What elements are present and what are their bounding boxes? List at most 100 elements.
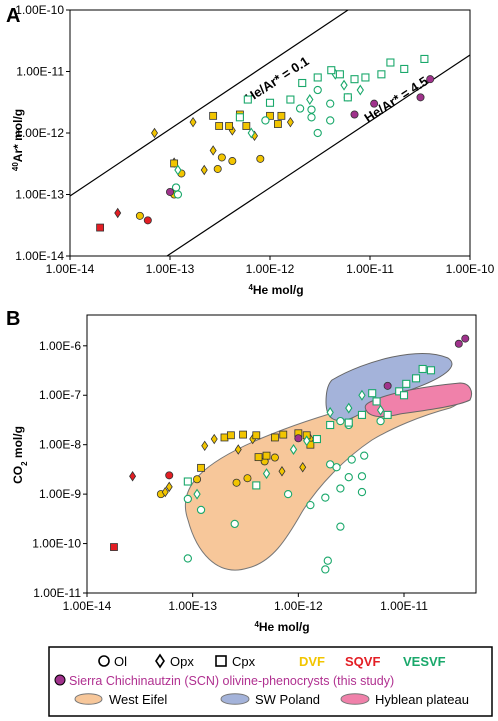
sqvf-opx-point	[129, 471, 137, 482]
legend-hyblean-swatch	[340, 693, 370, 705]
sqvf-opx-point	[114, 207, 122, 219]
dvf-cpx-point	[226, 431, 235, 440]
panel-b-ylabel: CO2 mol/g	[11, 426, 29, 484]
y-tick-label: 1.00E-10	[32, 537, 81, 551]
dvf-cpx-point	[242, 122, 251, 130]
y-tick-label: 1.00E-13	[15, 188, 64, 202]
y-tick-label: 1.00E-12	[15, 126, 64, 140]
panel-a-points	[96, 54, 435, 232]
legend-scn-symbol	[54, 674, 66, 686]
vesvf-cpx-point	[335, 70, 344, 79]
vesvf-cpx-point	[386, 58, 395, 67]
vesvf-cpx-point	[313, 73, 322, 82]
field-west-eifel	[184, 386, 465, 571]
vesvf-ol-point	[295, 104, 305, 113]
sqvf-cpx-point	[110, 543, 118, 551]
vesvf-cpx-point	[350, 75, 359, 84]
sierra-chichinautzin-scn-olivine-phenocrysts-this-study-ol-point	[350, 110, 359, 119]
vesvf-cpx-point	[412, 374, 421, 383]
panel-a-x-axis-ticks: 1.00E-14 1.00E-13 1.00E-12 1.00E-11 1.00E-10	[46, 256, 495, 276]
vesvf-opx-point	[174, 164, 182, 176]
vesvf-cpx-point	[357, 410, 367, 419]
dvf-opx-point	[200, 164, 208, 176]
sierra-chichinautzin-scn-olivine-phenocrysts-this-study-ol-point	[461, 334, 470, 343]
dvf-opx-point	[165, 481, 173, 493]
x-tick-label: 1.00E-10	[446, 262, 495, 276]
dvf-cpx-point	[266, 111, 274, 120]
dvf-cpx-point	[279, 430, 288, 439]
legend-dvf: DVF	[299, 654, 325, 669]
vesvf-cpx-point	[326, 420, 335, 430]
dvf-cpx-point	[170, 159, 179, 168]
dvf-opx-point	[286, 116, 294, 128]
vesvf-ol-point	[283, 489, 293, 499]
y-tick-label: 1.00E-7	[39, 388, 81, 402]
dvf-opx-point	[151, 127, 158, 139]
vesvf-cpx-point	[372, 397, 381, 406]
dvf-ol-point	[213, 164, 222, 173]
panel-b-xlabel: 4He mol/g	[254, 620, 309, 635]
vesvf-ol-point	[336, 416, 345, 426]
vesvf-ol-point	[326, 116, 335, 125]
panel-b-plot: 1.00E-11 1.00E-10 1.00E-9 1.00E-8 1.00E-7 1.0…	[32, 314, 477, 613]
dvf-ol-point	[193, 475, 202, 484]
legend-vesvf: VESVF	[403, 654, 446, 669]
vesvf-ol-point	[326, 99, 335, 108]
vesvf-ol-point	[307, 105, 316, 114]
panel-b-letter: B	[6, 308, 20, 330]
vesvf-cpx-point	[298, 78, 307, 88]
y-tick-label: 1.00E-8	[39, 438, 81, 452]
panel-a-letter: A	[6, 5, 20, 27]
sierra-chichinautzin-scn-olivine-phenocrysts-this-study-ol-point	[370, 99, 379, 108]
y-tick-label: 1.00E-10	[15, 3, 64, 17]
dvf-cpx-point	[220, 433, 229, 442]
x-tick-label: 1.00E-12	[274, 599, 323, 613]
dvf-ol-point	[243, 474, 252, 483]
vesvf-ol-point	[376, 416, 385, 426]
dvf-cpx-point	[270, 433, 279, 442]
sierra-chichinautzin-scn-olivine-phenocrysts-this-study-ol-point	[383, 381, 392, 390]
vesvf-ol-point	[183, 494, 192, 504]
dvf-ol-point	[217, 153, 226, 162]
vesvf-cpx-point	[402, 379, 411, 388]
panel-a-frame	[69, 9, 471, 257]
vesvf-opx-point	[193, 488, 201, 500]
vesvf-cpx-point	[343, 93, 352, 102]
ref-line-4-5	[166, 54, 471, 257]
vesvf-opx-point	[262, 468, 271, 480]
sqvf-cpx-point	[96, 223, 105, 232]
vesvf-cpx-point	[383, 410, 392, 419]
legend-sw-poland-label: SW Poland	[255, 692, 320, 707]
vesvf-cpx-point	[368, 389, 377, 398]
x-tick-label: 1.00E-11	[380, 599, 428, 613]
vesvf-ol-point	[307, 113, 316, 122]
vesvf-cpx-point	[252, 481, 261, 490]
dvf-cpx-point	[225, 122, 234, 130]
legend-ol-symbol	[98, 655, 110, 667]
vesvf-cpx-point	[400, 64, 409, 74]
dvf-cpx-point	[252, 431, 261, 440]
vesvf-opx-point	[306, 94, 314, 106]
sierra-chichinautzin-scn-olivine-phenocrysts-this-study-ol-point	[454, 339, 463, 348]
vesvf-cpx-point	[265, 98, 275, 107]
vesvf-cpx-point	[235, 113, 244, 122]
legend-sw-poland-swatch	[220, 693, 250, 705]
field-hyblean-plateau	[364, 382, 473, 418]
dvf-opx-point	[161, 486, 169, 498]
dvf-cpx-point	[274, 120, 282, 128]
vesvf-ol-point	[196, 505, 206, 515]
y-tick-label: 1.00E-11	[33, 586, 81, 600]
dvf-cpx-point	[254, 453, 263, 462]
legend-sqvf: SQVF	[345, 654, 380, 669]
panel-a-plot: He/Ar* = 0.1 He/Ar* = 4.5 1.00E-141.00E-…	[15, 3, 494, 276]
vesvf-ol-point	[360, 451, 369, 460]
vesvf-ol-point	[183, 554, 192, 563]
sqvf-ol-point	[143, 216, 152, 225]
dvf-cpx-point	[239, 430, 247, 439]
dvf-ol-point	[270, 453, 279, 462]
vesvf-cpx-point	[327, 66, 336, 75]
legend: Ol Opx Cpx DVF SQVF VESVF Sierra Chichin…	[48, 646, 493, 717]
vesvf-cpx-point	[183, 477, 192, 486]
vesvf-cpx-point	[286, 95, 295, 104]
vesvf-ol-point	[323, 556, 332, 565]
